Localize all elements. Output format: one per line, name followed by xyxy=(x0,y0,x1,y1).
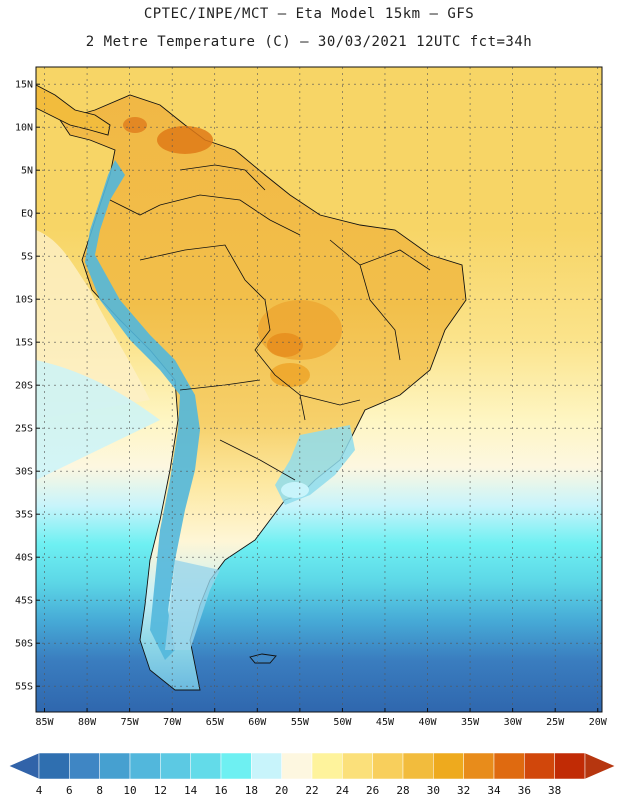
lon-tick-label: 50W xyxy=(333,717,352,728)
lat-tick-label: 10S xyxy=(15,295,33,306)
axis-tick-marks xyxy=(36,83,599,712)
lat-tick-label: 10N xyxy=(15,123,33,134)
lon-tick-label: 85W xyxy=(35,717,54,728)
falklands-land xyxy=(249,653,277,664)
lat-tick-label: 35S xyxy=(15,510,33,521)
longitude-labels: 85W 80W 75W 70W 65W 60W 55W 50W 45W 40W 35W 30W 25W 2… xyxy=(35,717,607,728)
uruguay-cool-spot xyxy=(281,482,309,498)
andes-cold-spine xyxy=(85,160,200,660)
lon-tick-label: 35W xyxy=(461,717,480,728)
colorbar-label: 4 xyxy=(36,784,43,797)
colorbar-label: 26 xyxy=(366,784,379,797)
map-frame xyxy=(35,66,603,713)
lon-tick-label: 80W xyxy=(78,717,97,728)
colorbar-swatch xyxy=(129,752,161,780)
lon-tick-label: 40W xyxy=(418,717,437,728)
lat-tick-label: 25S xyxy=(15,424,33,435)
colorbar-label: 28 xyxy=(396,784,409,797)
colorbar-swatch xyxy=(372,752,404,780)
lon-tick-label: 45W xyxy=(376,717,395,728)
colorbar-swatch xyxy=(342,752,373,780)
colorbar-label: 18 xyxy=(245,784,258,797)
colorbar-label: 22 xyxy=(305,784,318,797)
colorbar-swatch xyxy=(554,752,586,780)
colorbar-label: 32 xyxy=(457,784,470,797)
lon-tick-label: 60W xyxy=(248,717,267,728)
colorbar-label: 12 xyxy=(154,784,167,797)
colorbar-label: 14 xyxy=(184,784,198,797)
colorbar-label: 6 xyxy=(66,784,73,797)
hot-spot-mato-grosso xyxy=(267,333,303,357)
hot-spot-paraguay xyxy=(270,363,310,387)
pacific-cold-tongue xyxy=(36,360,160,480)
colorbar-label: 34 xyxy=(487,784,501,797)
lon-tick-label: 25W xyxy=(546,717,565,728)
colorbar-swatch xyxy=(463,752,495,780)
lat-tick-label: 55S xyxy=(15,682,33,693)
lon-tick-label: 65W xyxy=(206,717,225,728)
colorbar-swatch xyxy=(99,752,131,780)
lat-lon-grid xyxy=(36,67,602,712)
colorbar-swatch xyxy=(160,752,191,780)
colorbar-swatch xyxy=(251,752,282,780)
map-title-line1: CPTEC/INPE/MCT – Eta Model 15km – GFS xyxy=(143,6,475,22)
temperature-colorbar xyxy=(8,752,616,780)
colorbar-swatch xyxy=(38,752,70,780)
colorbar-swatch xyxy=(433,752,464,780)
lat-tick-label: 50S xyxy=(15,639,33,650)
colorbar-swatch xyxy=(190,752,222,780)
lat-tick-label: 5S xyxy=(21,252,33,263)
lat-tick-label: EQ xyxy=(21,209,33,220)
lat-tick-label: 45S xyxy=(15,596,33,607)
map-title-line2: 2 Metre Temperature (C) – 30/03/2021 12U… xyxy=(85,34,533,50)
colorbar-below-arrow xyxy=(8,752,40,780)
lat-tick-label: 20S xyxy=(15,381,33,392)
colorbar-label: 8 xyxy=(96,784,103,797)
lat-tick-label: 15N xyxy=(15,80,33,91)
colorbar-swatch xyxy=(281,752,313,780)
colorbar-swatch xyxy=(493,752,525,780)
colorbar-swatch xyxy=(402,752,434,780)
lon-tick-label: 55W xyxy=(291,717,310,728)
lon-tick-label: 70W xyxy=(163,717,182,728)
lat-tick-label: 5N xyxy=(21,166,33,177)
colorbar-swatch xyxy=(524,752,555,780)
colorbar-label: 20 xyxy=(275,784,288,797)
colorbar-swatch xyxy=(220,752,252,780)
latitude-labels: 15N 10N 5N EQ 5S 10S 15S 20S 25S 30S 35S 40S 45S 50S 5… xyxy=(15,80,33,693)
central-america-land xyxy=(36,84,111,136)
lat-tick-label: 15S xyxy=(15,338,33,349)
patagonia-cool xyxy=(165,560,220,650)
colorbar-swatch xyxy=(311,752,343,780)
lat-tick-label: 40S xyxy=(15,553,33,564)
lat-tick-label: 30S xyxy=(15,467,33,478)
hot-spot-colombia-north xyxy=(123,117,147,133)
colorbar-above-arrow xyxy=(584,752,616,780)
country-borders xyxy=(109,164,431,481)
lon-tick-label: 75W xyxy=(121,717,140,728)
lon-tick-label: 20W xyxy=(589,717,608,728)
colorbar-label: 30 xyxy=(427,784,440,797)
colorbar-labels: 4 6 8 10 12 14 16 18 20 22 24 26 28 30 32 34 36 38 xyxy=(36,784,562,797)
colorbar-swatch xyxy=(69,752,100,780)
colorbar-label: 24 xyxy=(336,784,350,797)
lon-tick-label: 30W xyxy=(504,717,523,728)
colorbar-label: 36 xyxy=(518,784,531,797)
colorbar-label: 38 xyxy=(548,784,561,797)
hot-spot-venezuela xyxy=(157,126,213,154)
colorbar-label: 16 xyxy=(214,784,227,797)
colorbar-label: 10 xyxy=(123,784,136,797)
